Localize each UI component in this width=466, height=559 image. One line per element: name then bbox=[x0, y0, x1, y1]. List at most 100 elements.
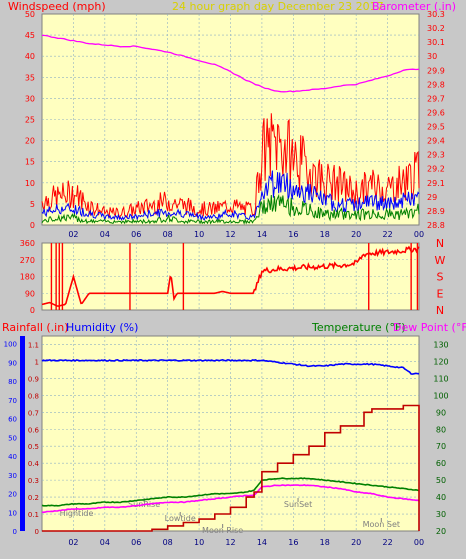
barometer-tick-label: 29.3 bbox=[427, 151, 445, 160]
windspeed-tick-label: 15 bbox=[25, 158, 35, 167]
temperature-tick-label: 60 bbox=[436, 459, 446, 468]
barometer-tick-label: 29.5 bbox=[427, 123, 445, 132]
top-time-tick-label: 02 bbox=[68, 230, 78, 239]
top-grid bbox=[42, 14, 419, 225]
windspeed-axis: 0 5 10 15 20 25 30 35 40 45 50 bbox=[25, 10, 35, 230]
temperature-tick-label: 70 bbox=[436, 442, 446, 451]
bottom-time-tick-label: 08 bbox=[163, 538, 173, 547]
direction-tick-label: 270 bbox=[20, 256, 35, 265]
graph-title: 24 hour graph day December 23 2017 bbox=[172, 0, 384, 13]
barometer-line bbox=[41, 34, 420, 93]
bottom-time-tick-label: 22 bbox=[382, 538, 392, 547]
annotation-label: Hightide bbox=[60, 509, 94, 518]
humidity-tick-label: 40 bbox=[8, 453, 17, 461]
temperature-tick-label: 80 bbox=[436, 425, 446, 434]
dewpoint-label: Dew Point (°F) bbox=[393, 321, 466, 334]
windspeed-tick-label: 35 bbox=[25, 73, 35, 82]
humidity-label: Humidity (%) bbox=[66, 321, 138, 334]
annotation-label: Moon Rise bbox=[202, 526, 243, 535]
rain-humidity-axis: 0 0.1 0.2 0.3 0.4 0.5 0.6 0.7 0.8 0.9 1 1.1 0 10 20 30 4… bbox=[4, 341, 40, 537]
annotation-label: Lowtide bbox=[165, 514, 196, 523]
barometer-tick-label: 29.6 bbox=[427, 108, 445, 117]
top-time-tick-label: 12 bbox=[225, 230, 235, 239]
rainfall-label: Rainfall (.in) bbox=[2, 321, 69, 334]
rain-tick-label: 1.1 bbox=[28, 341, 39, 349]
rain-tick-label: 0.3 bbox=[28, 477, 39, 485]
humidity-tick-label: 60 bbox=[8, 416, 17, 424]
top-time-tick-label: 14 bbox=[257, 230, 267, 239]
top-time-tick-label: 10 bbox=[194, 230, 204, 239]
top-time-tick-label: 18 bbox=[320, 230, 330, 239]
barometer-tick-label: 28.8 bbox=[427, 221, 445, 230]
temperature-tick-label: 90 bbox=[436, 408, 446, 417]
bottom-time-tick-label: 02 bbox=[68, 538, 78, 547]
humidity-tick-label: 100 bbox=[4, 341, 17, 349]
humidity-tick-label: 0 bbox=[13, 528, 17, 536]
bottom-time-tick-label: 00 bbox=[414, 538, 424, 547]
temperature-tick-label: 100 bbox=[433, 391, 448, 400]
bottom-time-tick-label: 18 bbox=[320, 538, 330, 547]
barometer-tick-label: 29.2 bbox=[427, 165, 445, 174]
bottom-time-tick-label: 12 bbox=[225, 538, 235, 547]
barometer-tick-label: 29.9 bbox=[427, 66, 445, 75]
temperature-line bbox=[41, 477, 420, 507]
barometer-tick-label: 30.1 bbox=[427, 38, 445, 47]
compass-label: W bbox=[435, 254, 446, 267]
rain-tick-label: 0.9 bbox=[28, 375, 39, 383]
wind-direction-line bbox=[41, 245, 420, 307]
compass-label: E bbox=[437, 287, 444, 300]
bottom-time-tick-label: 10 bbox=[194, 538, 204, 547]
direction-axis: 0 90 180 270 360 bbox=[20, 239, 35, 315]
rain-tick-label: 0.5 bbox=[28, 443, 39, 451]
temperature-tick-label: 130 bbox=[433, 340, 448, 349]
barometer-tick-label: 29.8 bbox=[427, 80, 445, 89]
wind-low-line bbox=[41, 193, 420, 225]
temperature-tick-label: 110 bbox=[433, 374, 448, 383]
top-series bbox=[41, 34, 420, 225]
humidity-tick-label: 70 bbox=[8, 397, 17, 405]
top-time-axis: 02 04 06 08 10 12 14 16 18 20 22 00 bbox=[68, 230, 424, 239]
rain-tick-label: 0.6 bbox=[28, 426, 40, 434]
rain-tick-label: 0.2 bbox=[28, 494, 39, 502]
rain-scale-bar bbox=[20, 336, 25, 531]
barometer-tick-label: 28.9 bbox=[427, 207, 445, 216]
compass-label: N bbox=[436, 237, 444, 250]
rain-tick-label: 0 bbox=[35, 528, 39, 536]
rain-tick-label: 0.7 bbox=[28, 409, 39, 417]
barometer-tick-label: 29.7 bbox=[427, 94, 445, 103]
compass-label: S bbox=[437, 271, 444, 284]
windspeed-tick-label: 0 bbox=[30, 221, 35, 230]
humidity-tick-label: 10 bbox=[8, 509, 17, 517]
barometer-tick-label: 30 bbox=[427, 52, 437, 61]
direction-tick-label: 0 bbox=[30, 306, 35, 315]
top-time-tick-label: 00 bbox=[414, 230, 424, 239]
windspeed-tick-label: 40 bbox=[25, 52, 35, 61]
temperature-tick-label: 50 bbox=[436, 476, 446, 485]
windspeed-tick-label: 10 bbox=[25, 179, 35, 188]
compass-label: N bbox=[436, 304, 444, 317]
top-time-tick-label: 04 bbox=[100, 230, 110, 239]
rain-tick-label: 0.8 bbox=[28, 392, 39, 400]
humidity-tick-label: 80 bbox=[8, 378, 17, 386]
windspeed-tick-label: 5 bbox=[30, 200, 35, 209]
top-time-tick-label: 20 bbox=[351, 230, 361, 239]
windspeed-tick-label: 50 bbox=[25, 10, 35, 19]
annotation-label: Moon Set bbox=[363, 520, 400, 529]
bottom-time-tick-label: 20 bbox=[351, 538, 361, 547]
rain-tick-label: 1 bbox=[35, 358, 39, 366]
temperature-label: Temperature (°F) bbox=[311, 321, 406, 334]
barometer-axis: 28.8 28.9 29 29.1 29.2 29.3 29.4 29.5 29.6 29.7 29… bbox=[427, 10, 445, 230]
humidity-tick-label: 30 bbox=[8, 472, 17, 480]
dewpoint-line bbox=[41, 484, 420, 514]
rain-tick-label: 0.1 bbox=[28, 511, 39, 519]
temperature-axis: 20 30 40 50 60 70 80 90 100 110 120 130 bbox=[433, 340, 448, 536]
rain-tick-label: 0.4 bbox=[28, 460, 40, 468]
humidity-line bbox=[41, 358, 420, 375]
barometer-tick-label: 29.1 bbox=[427, 179, 445, 188]
windspeed-tick-label: 30 bbox=[25, 94, 35, 103]
barometer-tick-label: 30.3 bbox=[427, 10, 445, 19]
